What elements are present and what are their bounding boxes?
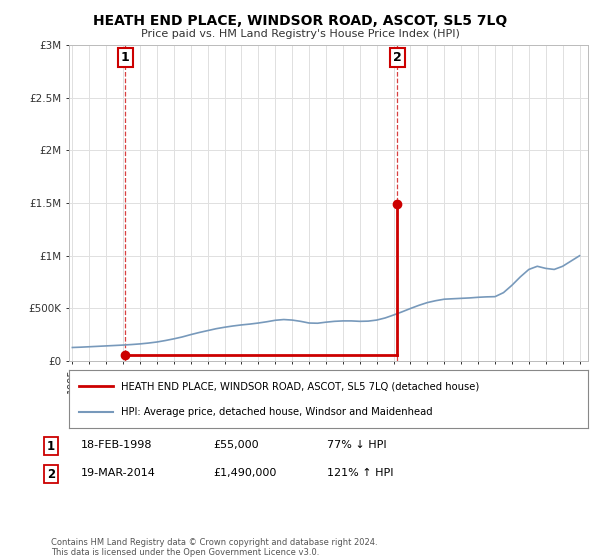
Text: 121% ↑ HPI: 121% ↑ HPI xyxy=(327,468,394,478)
Text: Contains HM Land Registry data © Crown copyright and database right 2024.
This d: Contains HM Land Registry data © Crown c… xyxy=(51,538,377,557)
Text: 2: 2 xyxy=(47,468,55,480)
Text: 1: 1 xyxy=(47,440,55,452)
Text: 77% ↓ HPI: 77% ↓ HPI xyxy=(327,440,386,450)
Text: 19-MAR-2014: 19-MAR-2014 xyxy=(81,468,156,478)
Text: HEATH END PLACE, WINDSOR ROAD, ASCOT, SL5 7LQ (detached house): HEATH END PLACE, WINDSOR ROAD, ASCOT, SL… xyxy=(121,381,479,391)
Text: 1: 1 xyxy=(121,51,130,64)
Text: 18-FEB-1998: 18-FEB-1998 xyxy=(81,440,152,450)
Text: HEATH END PLACE, WINDSOR ROAD, ASCOT, SL5 7LQ: HEATH END PLACE, WINDSOR ROAD, ASCOT, SL… xyxy=(93,14,507,28)
Text: 2: 2 xyxy=(393,51,401,64)
Text: HPI: Average price, detached house, Windsor and Maidenhead: HPI: Average price, detached house, Wind… xyxy=(121,407,433,417)
Text: Price paid vs. HM Land Registry's House Price Index (HPI): Price paid vs. HM Land Registry's House … xyxy=(140,29,460,39)
Text: £1,490,000: £1,490,000 xyxy=(213,468,277,478)
Text: £55,000: £55,000 xyxy=(213,440,259,450)
